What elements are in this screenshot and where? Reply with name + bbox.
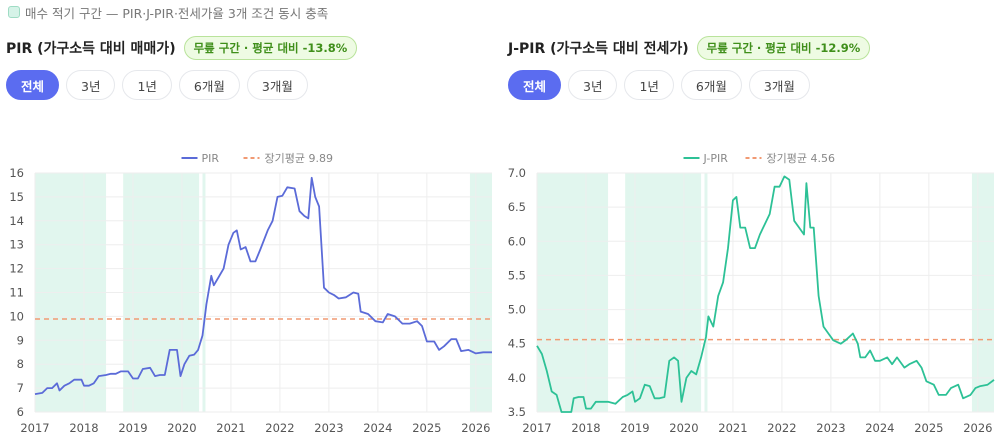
pir-y-tick-label: 16: [9, 166, 24, 180]
jpir-chart: 3.5 4.0 4.5 5.0 5.5 6.0 6.5 7.0 2017 2018 2019 2020…: [502, 112, 999, 433]
pir-y-tick-label: 14: [9, 214, 24, 228]
jpir-panel: J-PIR (가구소득 대비 전세가) 무릎 구간 · 평균 대비 -12.9%…: [502, 32, 999, 433]
jpir-x-tick-label: 2020: [669, 421, 698, 433]
jpir-y-tick-label: 3.5: [508, 405, 526, 419]
jpir-y-tick-label: 6.5: [508, 200, 526, 214]
pir-panel: PIR (가구소득 대비 매매가) 무릎 구간 · 평균 대비 -13.8% 전…: [0, 32, 497, 433]
pir-y-tick-label: 12: [9, 262, 24, 276]
jpir-x-tick-label: 2022: [767, 421, 796, 433]
pir-y-tick-label: 8: [17, 357, 24, 371]
jpir-buy-zone-band: [625, 173, 702, 412]
pir-y-tick-label: 11: [9, 286, 24, 300]
pir-legend-average-label: 장기평균 9.89: [265, 152, 333, 165]
pir-tab-3y[interactable]: 3년: [66, 70, 116, 100]
pir-x-tick-label: 2020: [167, 421, 196, 433]
pir-x-tick-label: 2019: [118, 421, 147, 433]
pir-range-tabs: 전체 3년 1년 6개월 3개월: [6, 70, 308, 100]
jpir-x-tick-label: 2026: [963, 421, 992, 433]
pir-y-tick-label: 13: [9, 238, 24, 252]
jpir-x-tick-label: 2021: [718, 421, 747, 433]
pir-title-row: PIR (가구소득 대비 매매가) 무릎 구간 · 평균 대비 -13.8%: [6, 36, 358, 60]
pir-x-tick-label: 2025: [412, 421, 441, 433]
pir-legend-series-label: PIR: [202, 152, 220, 165]
jpir-x-tick-label: 2023: [816, 421, 845, 433]
buy-zone-legend: 매수 적기 구간 — PIR·J-PIR·전세가율 3개 조건 동시 충족: [8, 2, 328, 22]
pir-x-tick-label: 2022: [265, 421, 294, 433]
pir-series-line: [34, 176, 492, 395]
pir-tab-all[interactable]: 전체: [6, 70, 60, 100]
pir-x-tick-label: 2026: [461, 421, 490, 433]
jpir-legend-series-label: J-PIR: [703, 152, 729, 165]
pir-y-tick-label: 15: [9, 190, 24, 204]
pir-tab-1y[interactable]: 1년: [122, 70, 172, 100]
jpir-tab-3y[interactable]: 3년: [568, 70, 618, 100]
jpir-range-tabs: 전체 3년 1년 6개월 3개월: [508, 70, 810, 100]
jpir-buy-zone-band: [537, 173, 609, 412]
jpir-series-line: [536, 175, 995, 413]
pir-status-badge: 무릎 구간 · 평균 대비 -13.8%: [183, 36, 358, 60]
jpir-y-tick-label: 7.0: [508, 166, 526, 180]
pir-x-tick-label: 2017: [20, 421, 49, 433]
pir-x-tick-label: 2023: [314, 421, 343, 433]
jpir-y-tick-label: 5.0: [508, 303, 526, 317]
jpir-chart-svg: 3.5 4.0 4.5 5.0 5.5 6.0 6.5 7.0 2017 2018 2019 2020…: [508, 152, 995, 433]
jpir-buy-zone-band: [971, 173, 994, 412]
pir-x-tick-label: 2021: [216, 421, 245, 433]
jpir-x-tick-label: 2017: [522, 421, 551, 433]
jpir-x-tick-label: 2024: [865, 421, 894, 433]
pir-chart-title: PIR (가구소득 대비 매매가): [6, 41, 176, 57]
jpir-legend-average-label: 장기평균 4.56: [767, 152, 835, 165]
pir-chart: 6 7 8 9 10 11 12 13 14 15 16 2017 2018 2019 2020 2021 20…: [0, 112, 497, 433]
jpir-buy-zone-band: [704, 173, 708, 412]
buy-zone-legend-label: 매수 적기 구간 — PIR·J-PIR·전세가율 3개 조건 동시 충족: [25, 5, 329, 21]
jpir-status-badge: 무릎 구간 · 평균 대비 -12.9%: [696, 36, 871, 60]
jpir-x-tick-label: 2025: [914, 421, 943, 433]
pir-y-tick-label: 9: [17, 333, 24, 347]
jpir-y-tick-label: 4.0: [508, 371, 526, 385]
pir-y-tick-label: 6: [17, 405, 24, 419]
buy-zone-swatch: [8, 6, 20, 18]
pir-tab-6m[interactable]: 6개월: [178, 70, 240, 100]
jpir-x-tick-label: 2019: [620, 421, 649, 433]
pir-x-tick-label: 2024: [363, 421, 392, 433]
jpir-x-tick-label: 2018: [571, 421, 600, 433]
jpir-y-tick-label: 5.5: [508, 268, 526, 282]
jpir-y-tick-label: 4.5: [508, 337, 526, 351]
pir-y-tick-label: 7: [17, 381, 24, 395]
pir-y-tick-label: 10: [9, 309, 24, 323]
jpir-tab-all[interactable]: 전체: [508, 70, 562, 100]
pir-x-tick-label: 2018: [69, 421, 98, 433]
pir-tab-3m[interactable]: 3개월: [246, 70, 308, 100]
jpir-tab-3m[interactable]: 3개월: [748, 70, 810, 100]
jpir-title-row: J-PIR (가구소득 대비 전세가) 무릎 구간 · 평균 대비 -12.9%: [508, 36, 871, 60]
jpir-y-tick-label: 6.0: [508, 234, 526, 248]
pir-chart-svg: 6 7 8 9 10 11 12 13 14 15 16 2017 2018 2019 2020 2021 20…: [9, 152, 492, 433]
jpir-tab-1y[interactable]: 1년: [624, 70, 674, 100]
jpir-chart-title: J-PIR (가구소득 대비 전세가): [508, 41, 689, 57]
jpir-tab-6m[interactable]: 6개월: [680, 70, 742, 100]
